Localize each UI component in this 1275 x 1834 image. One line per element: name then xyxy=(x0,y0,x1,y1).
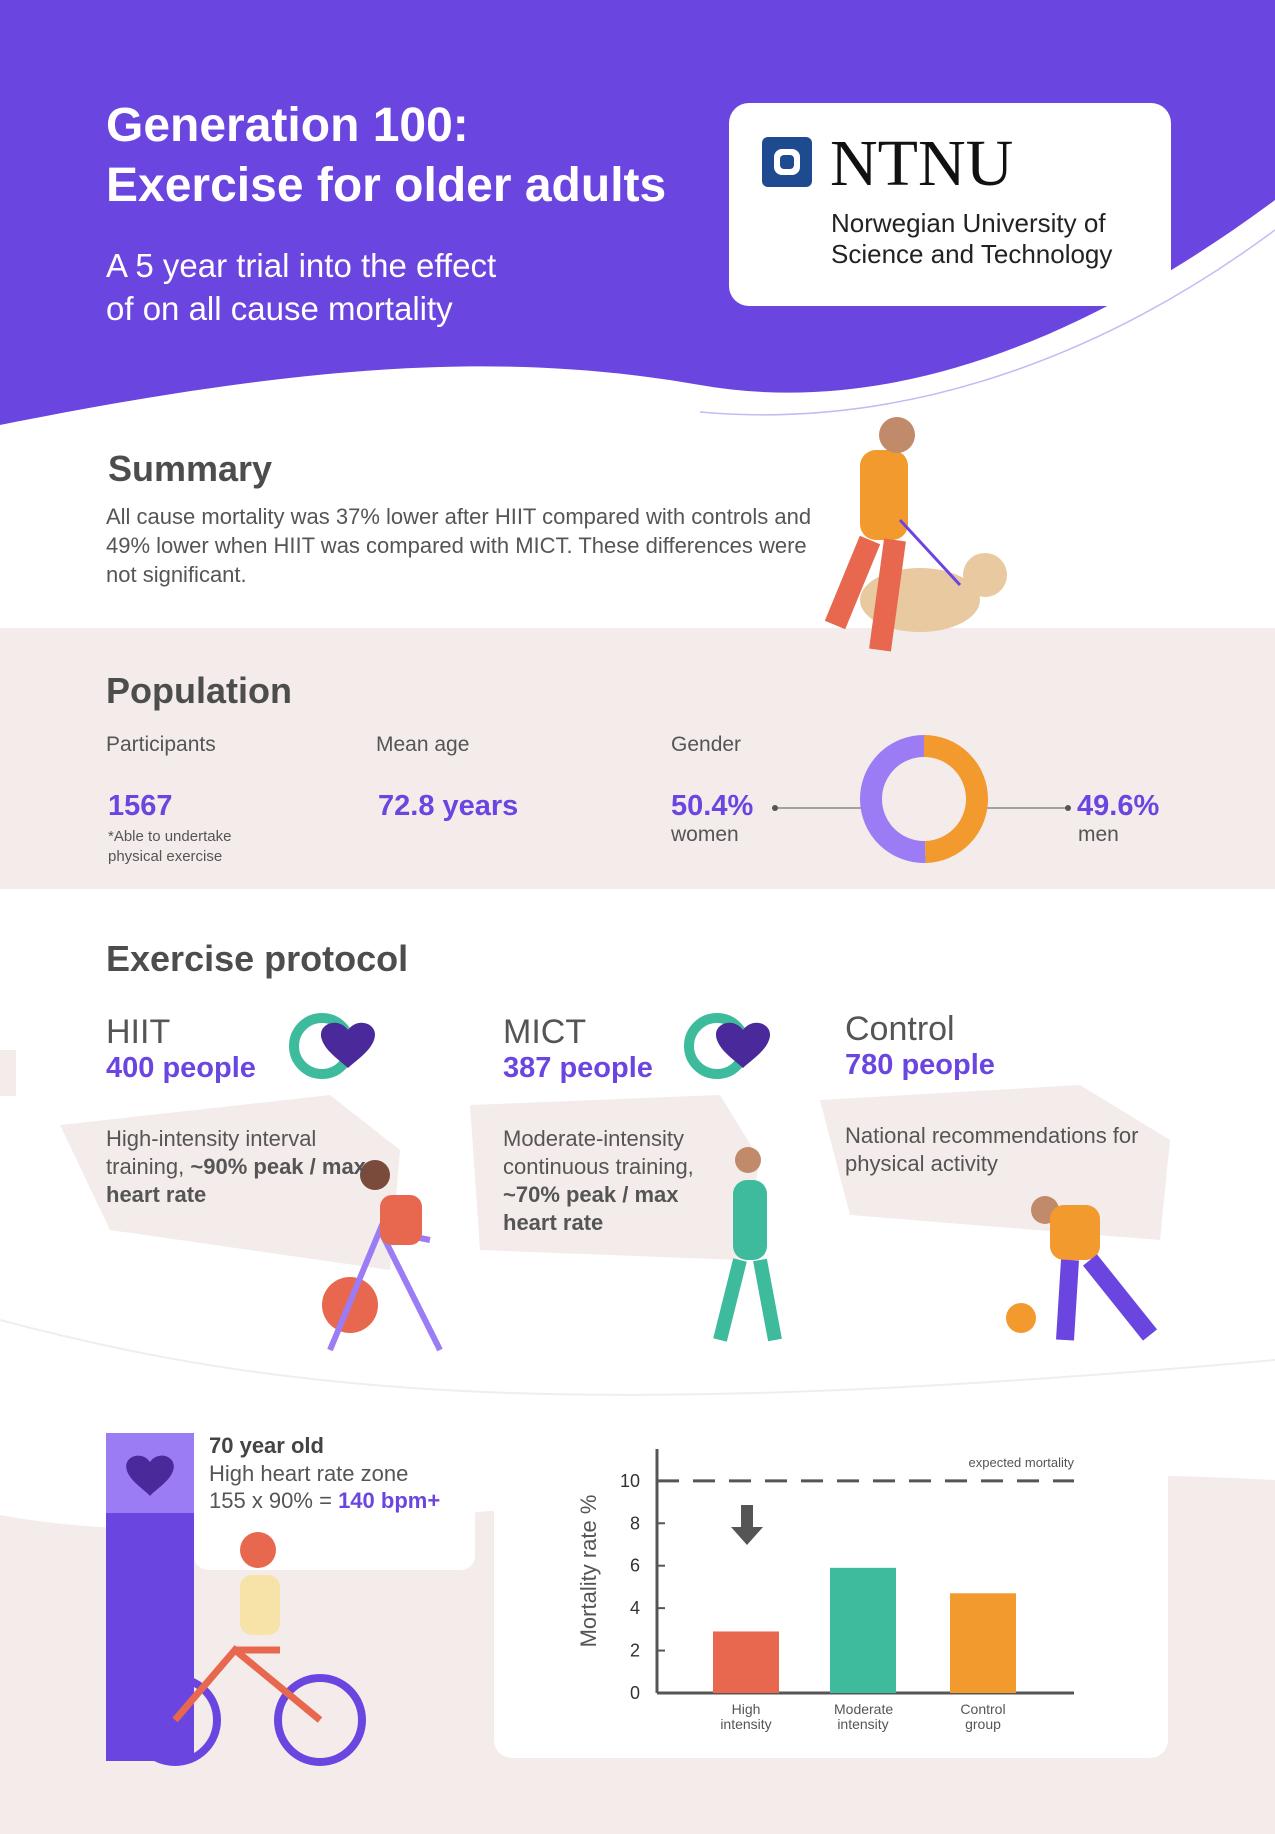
group-count: 780 people xyxy=(845,1049,995,1081)
cyclist-illustration xyxy=(129,1532,366,1766)
info-card xyxy=(194,1418,475,1570)
card-text: 70 year old xyxy=(209,1433,324,1458)
wave-line xyxy=(0,1319,1275,1396)
group-name: HIIT xyxy=(106,1013,171,1051)
down-arrow xyxy=(731,1505,763,1545)
donut-segment xyxy=(923,735,988,863)
description-bold: ~70% peak / max heart rate xyxy=(503,1182,679,1235)
group-count: 400 people xyxy=(106,1052,256,1084)
runner-illustration xyxy=(713,1147,782,1342)
heart-icon xyxy=(289,1013,376,1079)
stat-note: *Able to undertake xyxy=(108,828,232,845)
y-tick-label: 4 xyxy=(630,1598,640,1618)
logo-text: Norwegian University of xyxy=(831,208,1106,238)
stat-label: Mean age xyxy=(376,733,470,756)
x-tick-label: Control group xyxy=(960,1701,1006,1732)
heart-icon xyxy=(684,1013,771,1079)
group-description: National recommendations for physical ac… xyxy=(845,1123,1139,1176)
wave-line xyxy=(699,229,1275,416)
card-text: High heart rate zone xyxy=(209,1461,409,1486)
subtitle: of on all cause mortality xyxy=(106,290,453,327)
population-band xyxy=(0,628,1275,889)
group-name: MICT xyxy=(503,1013,587,1051)
gender-label: men xyxy=(1078,823,1119,846)
y-tick-label: 0 xyxy=(630,1683,640,1703)
unit: bpm+ xyxy=(380,1488,441,1513)
group-description: High-intensity interval training, ~90% p… xyxy=(106,1125,376,1209)
y-tick-label: 8 xyxy=(630,1513,640,1533)
formula: 155 x 90% = xyxy=(209,1488,332,1513)
result: 140 xyxy=(338,1488,375,1513)
donut-segment xyxy=(860,735,926,863)
group-description: Moderate-intensity continuous training, … xyxy=(503,1125,733,1237)
card-text: 155 x 90% = 140 bpm+ xyxy=(209,1488,440,1514)
section-heading: Exercise protocol xyxy=(106,938,409,979)
bike-illustration xyxy=(322,1160,443,1352)
x-tick-label: Moderate intensity xyxy=(834,1701,894,1732)
description-text: High-intensity interval training, xyxy=(106,1126,317,1179)
stat-label: Gender xyxy=(671,733,742,756)
logo-text: Science and Technology xyxy=(831,239,1113,269)
logo-icon-core xyxy=(780,155,794,169)
gender-label: women xyxy=(671,823,739,846)
blob xyxy=(820,1085,1170,1240)
bar xyxy=(830,1567,896,1693)
title: Exercise for older adults xyxy=(106,159,667,212)
reference-label: expected mortality xyxy=(969,1455,1075,1470)
leader-dot xyxy=(1065,805,1071,811)
blob xyxy=(470,1095,760,1260)
section-heading: Population xyxy=(106,670,292,711)
bowler-illustration xyxy=(1006,1196,1158,1341)
side-tab xyxy=(0,1050,16,1096)
group-name: Control xyxy=(845,1010,955,1048)
stat-value: 72.8 years xyxy=(378,790,519,822)
section-heading: Summary xyxy=(108,448,273,489)
stat-value: 1567 xyxy=(108,790,173,822)
blob xyxy=(60,1095,400,1270)
bar xyxy=(713,1631,779,1693)
summary-text: All cause mortality was 37% lower after … xyxy=(106,504,812,587)
heart-icon xyxy=(126,1455,174,1496)
y-axis-label: Mortality rate % xyxy=(576,1495,601,1648)
logo-name: NTNU xyxy=(830,127,1014,200)
y-tick-label: 2 xyxy=(630,1641,640,1661)
y-tick-label: 10 xyxy=(620,1471,640,1491)
y-tick-label: 6 xyxy=(630,1556,640,1576)
description-text: Moderate-intensity continuous training, xyxy=(503,1126,694,1179)
walker-illustration xyxy=(824,417,1007,652)
logo-card xyxy=(729,103,1171,306)
stat-label: Participants xyxy=(106,733,216,756)
gender-value: 49.6% xyxy=(1077,790,1160,822)
leader-dot xyxy=(772,805,778,811)
stat-note: physical exercise xyxy=(108,848,223,865)
gender-value: 50.4% xyxy=(671,790,754,822)
title: Generation 100: xyxy=(106,99,469,152)
description-bold: ~90% peak / max heart rate xyxy=(106,1154,366,1207)
subtitle: A 5 year trial into the effect xyxy=(106,247,497,284)
group-count: 387 people xyxy=(503,1052,653,1084)
x-tick-label: High intensity xyxy=(720,1701,772,1732)
bar xyxy=(950,1593,1016,1693)
